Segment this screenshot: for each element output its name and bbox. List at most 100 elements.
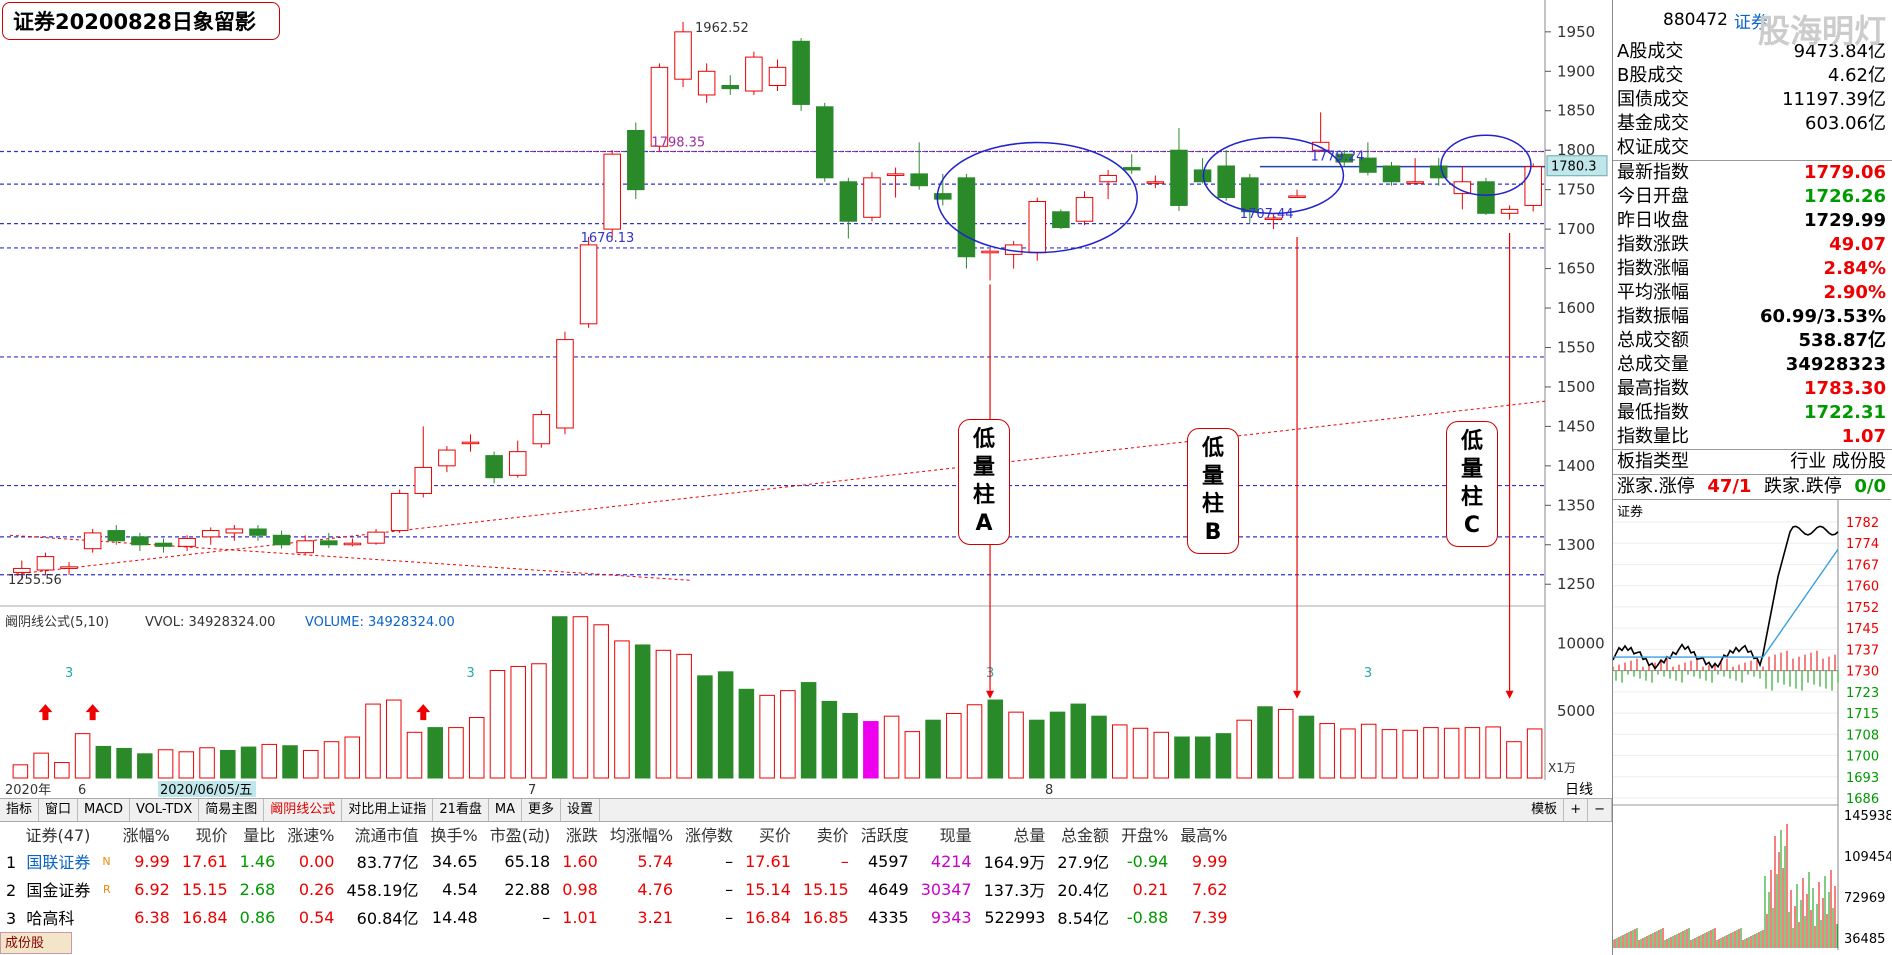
table-row[interactable]: 2 国金证券 R 6.92 15.15 2.68 0.26 458.19亿 4.54 22.88…: [0, 875, 1234, 903]
toolbar-item[interactable]: MA: [489, 799, 522, 821]
column-header[interactable]: 涨幅%: [122, 826, 170, 845]
candle-body[interactable]: [1217, 165, 1235, 199]
candle-body[interactable]: [1524, 166, 1542, 206]
column-header[interactable]: 卖价: [816, 826, 849, 845]
candle-body[interactable]: [414, 466, 433, 494]
candle-body[interactable]: [886, 173, 905, 176]
candle-body[interactable]: [674, 31, 692, 80]
candle-body[interactable]: [438, 449, 456, 467]
candle-body[interactable]: [1170, 149, 1188, 206]
column-header[interactable]: 均涨幅%: [609, 826, 674, 845]
candle-body[interactable]: [1429, 165, 1448, 179]
candle-body[interactable]: [934, 193, 952, 200]
candle-body[interactable]: [272, 534, 291, 546]
candle-body[interactable]: [225, 528, 244, 534]
selected-date-label[interactable]: 2020/06/05/五: [160, 783, 252, 798]
stock-name[interactable]: 国金证券: [26, 881, 91, 900]
candle-body[interactable]: [650, 66, 669, 147]
table-row[interactable]: 3 哈高科 6.38 16.84 0.86 0.54 60.84亿 14.48–1.01 3.…: [0, 903, 1234, 931]
intraday-mini-chart[interactable]: 证券 1782 1774 1767 1760 1752 1745 1737 1730 1723 17…: [1613, 499, 1891, 950]
candle-body[interactable]: [603, 153, 621, 230]
candle-body[interactable]: [13, 567, 31, 573]
candle-body[interactable]: [627, 129, 645, 191]
candle-body[interactable]: [579, 244, 598, 325]
column-header[interactable]: 换手%: [430, 826, 478, 845]
candle-body[interactable]: [532, 414, 551, 445]
candle-body[interactable]: [296, 540, 314, 554]
candle-body[interactable]: [343, 542, 362, 546]
column-header[interactable]: 开盘%: [1121, 826, 1169, 845]
candle-body[interactable]: [1288, 195, 1306, 198]
candle-body[interactable]: [721, 84, 740, 90]
candle-body[interactable]: [154, 542, 173, 547]
column-header[interactable]: 买价: [758, 826, 791, 845]
column-header[interactable]: 量比: [243, 826, 276, 845]
column-header[interactable]: [96, 821, 116, 847]
stock-name[interactable]: 哈高科: [26, 909, 75, 928]
column-header[interactable]: 涨停数: [685, 826, 734, 845]
candle-body[interactable]: [957, 177, 976, 258]
candle-body[interactable]: [107, 530, 126, 542]
candle-body[interactable]: [1264, 217, 1283, 221]
candle-body[interactable]: [745, 56, 763, 92]
candle-body[interactable]: [1122, 167, 1141, 171]
candle-body[interactable]: [201, 530, 220, 538]
candle-body[interactable]: [1099, 174, 1117, 183]
toolbar-item[interactable]: 设置: [561, 799, 600, 821]
candle-body[interactable]: [508, 451, 527, 476]
candle-body[interactable]: [792, 40, 810, 105]
stock-name[interactable]: 国联证券: [26, 853, 91, 872]
candle-body[interactable]: [83, 532, 102, 550]
candle-body[interactable]: [1359, 157, 1377, 173]
candle-body[interactable]: [1311, 141, 1330, 151]
candle-body[interactable]: [461, 441, 480, 445]
candle-body[interactable]: [1146, 181, 1165, 184]
toolbar-item[interactable]: MACD: [78, 799, 130, 821]
toolbar-item[interactable]: 窗口: [39, 799, 79, 821]
toolbar-right-item[interactable]: 模板: [1525, 799, 1565, 821]
candle-body[interactable]: [390, 492, 409, 532]
candle-body[interactable]: [1028, 200, 1047, 254]
column-header[interactable]: 涨速%: [287, 826, 335, 845]
candle-body[interactable]: [910, 173, 928, 187]
column-header[interactable]: 最高%: [1180, 826, 1228, 845]
candle-body[interactable]: [1052, 211, 1070, 229]
candle-body[interactable]: [367, 531, 385, 544]
candle-body[interactable]: [1382, 165, 1401, 183]
candle-body[interactable]: [815, 106, 834, 179]
candle-body[interactable]: [320, 540, 338, 546]
component-stocks-tab[interactable]: 成份股: [0, 932, 72, 954]
candle-body[interactable]: [1500, 208, 1519, 214]
toolbar-item[interactable]: 对比用上证指: [342, 799, 434, 821]
candle-body[interactable]: [1075, 197, 1094, 222]
toolbar-item[interactable]: 更多: [522, 799, 561, 821]
candle-body[interactable]: [1453, 181, 1472, 195]
toolbar-item[interactable]: 简易主图: [199, 799, 265, 821]
column-header[interactable]: 市盈(动): [489, 826, 551, 845]
candle-body[interactable]: [485, 455, 503, 479]
toolbar-item[interactable]: 21看盘: [433, 799, 489, 821]
candle-body[interactable]: [131, 536, 149, 546]
toolbar-item[interactable]: 指标: [0, 799, 40, 821]
candle-body[interactable]: [839, 181, 858, 222]
candle-body[interactable]: [60, 566, 78, 569]
column-header[interactable]: 流通市值: [354, 826, 419, 845]
toolbar-item[interactable]: 阚阴线公式: [264, 799, 343, 821]
column-header[interactable]: 总金额: [1061, 826, 1110, 845]
candle-body[interactable]: [36, 556, 55, 571]
index-name[interactable]: 证券: [1733, 12, 1768, 33]
toolbar-right-item[interactable]: −: [1588, 799, 1612, 821]
column-header[interactable]: 涨跌: [565, 826, 598, 845]
candlestick-chart[interactable]: 1950 1900 1850 1800 1750 1700 1650 1600 1550 1500…: [0, 0, 1612, 798]
candle-body[interactable]: [249, 528, 267, 536]
toolbar-item[interactable]: VOL-TDX: [130, 799, 200, 821]
candle-body[interactable]: [768, 66, 787, 86]
period-label[interactable]: 日线: [1565, 782, 1593, 798]
candle-body[interactable]: [1477, 181, 1495, 214]
candle-body[interactable]: [1406, 181, 1424, 184]
candle-body[interactable]: [1193, 169, 1212, 183]
column-header[interactable]: 现价: [195, 826, 228, 845]
table-row[interactable]: 1 国联证券 N 9.99 17.61 1.46 0.00 83.77亿 34.65 65.18…: [0, 847, 1234, 875]
candle-body[interactable]: [556, 339, 574, 429]
candle-body[interactable]: [981, 250, 999, 254]
